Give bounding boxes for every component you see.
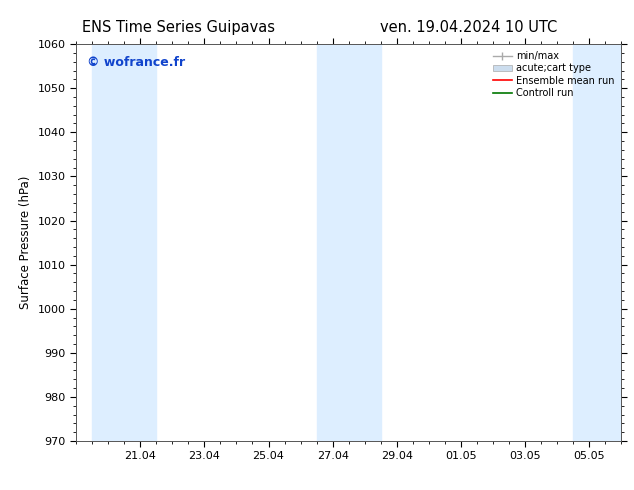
Text: © wofrance.fr: © wofrance.fr [87, 56, 185, 69]
Bar [573, 44, 621, 441]
Bar [316, 44, 381, 441]
Y-axis label: Surface Pressure (hPa): Surface Pressure (hPa) [19, 176, 32, 309]
Text: ENS Time Series Guipavas: ENS Time Series Guipavas [82, 20, 275, 35]
Legend: min/max, acute;cart type, Ensemble mean run, Controll run: min/max, acute;cart type, Ensemble mean … [491, 49, 616, 100]
Text: ven. 19.04.2024 10 UTC: ven. 19.04.2024 10 UTC [380, 20, 558, 35]
Bar [92, 44, 156, 441]
